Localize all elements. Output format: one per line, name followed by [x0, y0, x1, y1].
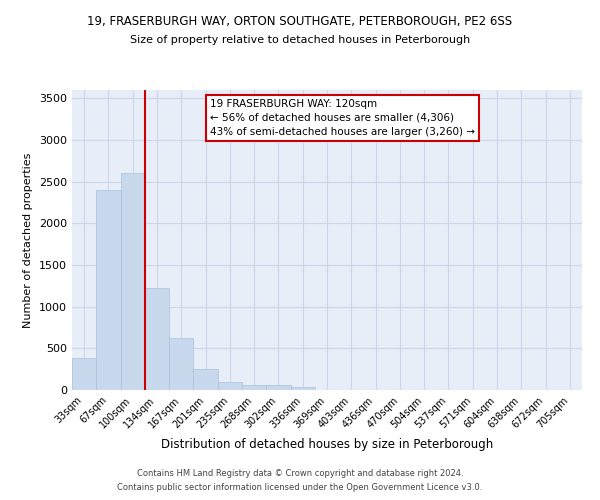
Text: Contains HM Land Registry data © Crown copyright and database right 2024.: Contains HM Land Registry data © Crown c…: [137, 468, 463, 477]
X-axis label: Distribution of detached houses by size in Peterborough: Distribution of detached houses by size …: [161, 438, 493, 451]
Bar: [242, 384, 266, 390]
Bar: [193, 369, 218, 390]
Bar: [266, 386, 290, 390]
Text: 19, FRASERBURGH WAY, ORTON SOUTHGATE, PETERBOROUGH, PE2 6SS: 19, FRASERBURGH WAY, ORTON SOUTHGATE, PE…: [88, 15, 512, 28]
Y-axis label: Number of detached properties: Number of detached properties: [23, 152, 34, 328]
Bar: [96, 190, 121, 390]
Bar: [290, 386, 315, 390]
Text: Contains public sector information licensed under the Open Government Licence v3: Contains public sector information licen…: [118, 484, 482, 492]
Text: 19 FRASERBURGH WAY: 120sqm
← 56% of detached houses are smaller (4,306)
43% of s: 19 FRASERBURGH WAY: 120sqm ← 56% of deta…: [210, 99, 475, 137]
Bar: [72, 358, 96, 390]
Text: Size of property relative to detached houses in Peterborough: Size of property relative to detached ho…: [130, 35, 470, 45]
Bar: [218, 382, 242, 390]
Bar: [121, 172, 145, 390]
Bar: [169, 338, 193, 390]
Bar: [145, 288, 169, 390]
